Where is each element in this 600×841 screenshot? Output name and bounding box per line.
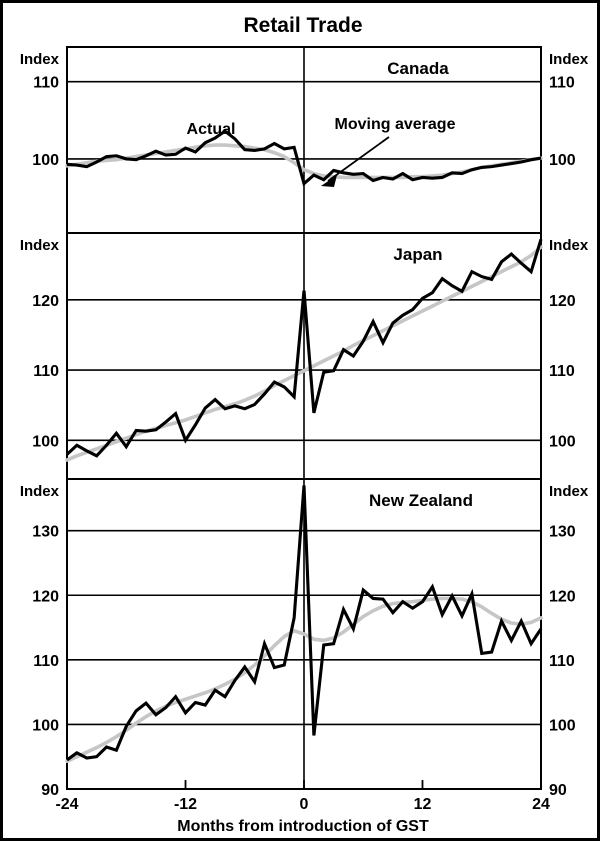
panel-label-new-zealand: New Zealand <box>369 491 473 510</box>
retail-trade-chart: Retail Trade 100 100 110 110 Index Index Canada… <box>20 14 589 835</box>
y-tick-label-left: 110 <box>33 363 59 380</box>
y-tick-label-right: 110 <box>549 363 575 380</box>
y-tick-label-left: 100 <box>32 152 59 169</box>
y-tick-label-left: 120 <box>32 293 59 310</box>
y-tick-label-right: 90 <box>549 782 567 799</box>
y-tick-label-right: 100 <box>549 717 576 734</box>
arrowhead-icon <box>321 175 337 187</box>
x-tick-label: 12 <box>414 796 432 813</box>
x-tick-label: 24 <box>532 796 550 813</box>
x-tick-label: -24 <box>55 796 78 813</box>
y-tick-label-left: 90 <box>41 782 59 799</box>
y-tick-label-left: 110 <box>33 653 59 670</box>
y-axis-unit-right: Index <box>549 237 589 254</box>
y-tick-label-right: 110 <box>549 653 575 670</box>
y-tick-label-right: 100 <box>549 433 576 450</box>
y-tick-label-right: 120 <box>549 293 576 310</box>
y-tick-label-right: 120 <box>549 588 576 605</box>
x-tick-label: 0 <box>300 796 309 813</box>
y-tick-label-left: 130 <box>32 524 59 541</box>
y-axis-unit-left: Index <box>20 483 60 500</box>
actual-series-label: Actual <box>187 121 236 138</box>
moving-average-series-label: Moving average <box>335 116 456 133</box>
panel-label-japan: Japan <box>393 245 442 264</box>
annotation-leader-line <box>327 136 390 182</box>
y-tick-label-right: 130 <box>549 524 576 541</box>
y-tick-label-left: 100 <box>32 433 59 450</box>
actual-line <box>65 238 543 458</box>
x-axis-title: Months from introduction of GST <box>177 818 429 835</box>
x-tick-label: -12 <box>174 796 197 813</box>
page-title: Retail Trade <box>243 14 362 37</box>
y-axis-unit-left: Index <box>20 237 60 254</box>
y-tick-label-left: 100 <box>32 717 59 734</box>
actual-line <box>66 129 542 187</box>
y-axis-unit-right: Index <box>549 483 589 500</box>
y-axis-unit-right: Index <box>549 51 589 68</box>
y-tick-label-right: 110 <box>549 75 575 92</box>
actual-line <box>66 485 543 762</box>
y-axis-unit-left: Index <box>20 51 60 68</box>
y-tick-label-right: 100 <box>549 152 576 169</box>
y-tick-label-left: 110 <box>33 75 59 92</box>
moving-average-line <box>65 596 543 764</box>
y-tick-label-left: 120 <box>32 588 59 605</box>
panel-label-canada: Canada <box>387 59 449 78</box>
